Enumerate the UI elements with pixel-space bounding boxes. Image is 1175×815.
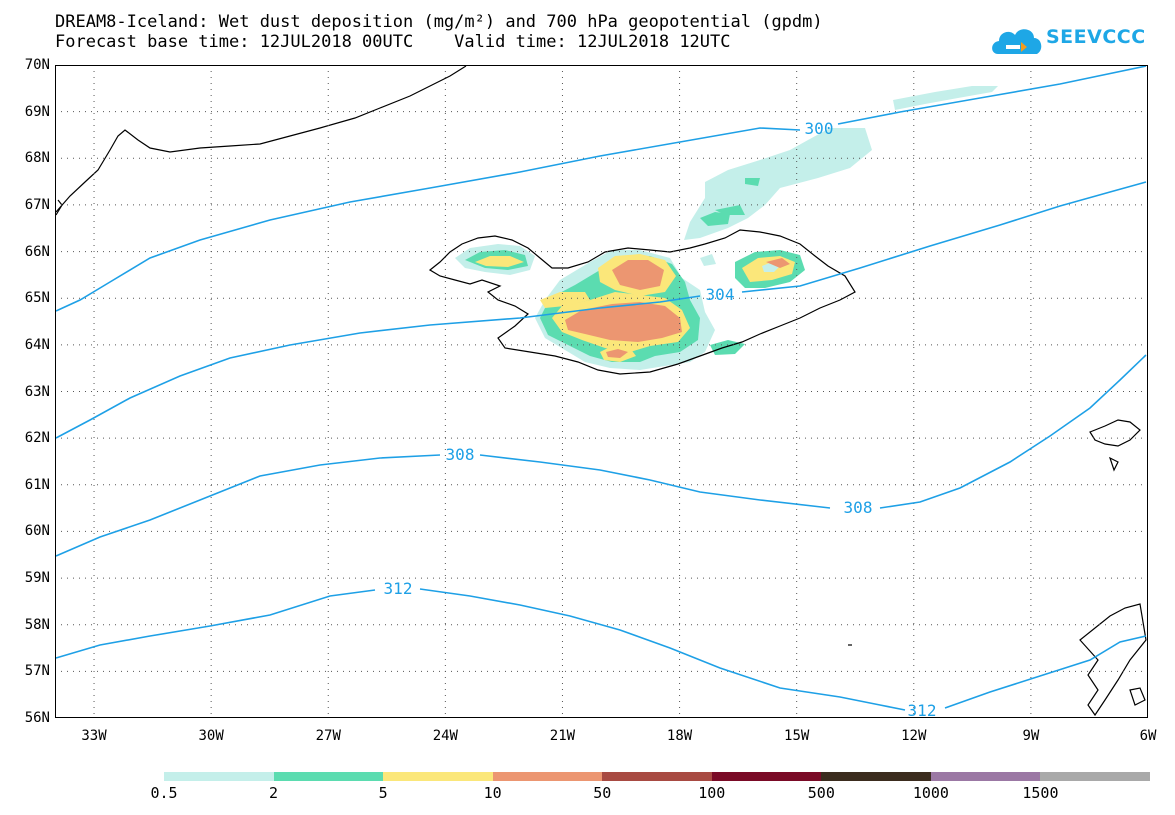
lon-label: 21W [549, 728, 576, 744]
map-frame [55, 65, 1148, 718]
lat-label: 66N [24, 243, 50, 260]
legend-label: 1000 [912, 784, 949, 802]
legend-label: 500 [807, 784, 835, 802]
legend-swatch [273, 772, 384, 781]
lon-label: 15W [784, 728, 810, 744]
contour-label: 308 [446, 445, 475, 464]
lat-label: 61N [24, 476, 50, 493]
lat-label: 57N [24, 663, 50, 680]
legend-swatch [383, 772, 494, 781]
legend-swatch [602, 772, 713, 781]
legend-label: 2 [269, 784, 279, 802]
lon-label: 30W [198, 728, 224, 744]
contour-label: 308 [844, 498, 873, 517]
legend-swatch [930, 772, 1041, 781]
contour-labels: 300 304 308 308 312 312 [384, 119, 937, 720]
lat-label: 63N [24, 383, 50, 400]
legend-swatch [492, 772, 603, 781]
lon-label: 12W [901, 728, 927, 744]
lat-label: 64N [24, 336, 50, 353]
lat-label: 70N [24, 57, 50, 73]
lon-label: 6W [1139, 728, 1157, 744]
legend-swatch [821, 772, 932, 781]
logo-text: SEEVCCC [1046, 26, 1146, 48]
lat-label: 58N [24, 616, 50, 633]
legend-swatch [164, 772, 275, 781]
lat-label: 69N [24, 103, 50, 120]
cloud-icon [992, 29, 1042, 54]
lat-lon-grid [55, 65, 1148, 718]
legend-label: 0.5 [150, 784, 178, 802]
lat-label: 59N [24, 570, 50, 587]
legend-label: 10 [483, 784, 502, 802]
lon-label: 33W [81, 728, 107, 744]
lon-label: 27W [315, 728, 341, 744]
legend-swatch [1040, 772, 1151, 781]
contour-label: 300 [805, 119, 834, 138]
lat-label: 68N [24, 150, 50, 167]
coastline [55, 65, 1147, 717]
contour-label: 312 [384, 579, 413, 598]
lon-label: 9W [1022, 728, 1040, 744]
lat-label: 60N [24, 523, 50, 540]
contour-label: 304 [706, 285, 735, 304]
lat-label: 67N [24, 196, 50, 213]
geopotential-contours [55, 65, 1147, 711]
legend-swatch [711, 772, 822, 781]
lat-label: 56N [24, 710, 50, 726]
legend-label: 100 [698, 784, 726, 802]
lat-label: 65N [24, 290, 50, 307]
legend-label: 5 [378, 784, 388, 802]
legend-label: 50 [593, 784, 612, 802]
map-title: DREAM8-Iceland: Wet dust deposition (mg/… [55, 12, 823, 32]
dust-deposition-field [455, 86, 998, 370]
legend-label: 1500 [1022, 784, 1059, 802]
lon-label: 18W [666, 728, 693, 744]
lat-label: 62N [24, 430, 50, 447]
contour-label: 312 [908, 701, 937, 720]
map-subtitle: Forecast base time: 12JUL2018 00UTC Vali… [55, 32, 731, 52]
lon-label: 24W [432, 728, 458, 744]
